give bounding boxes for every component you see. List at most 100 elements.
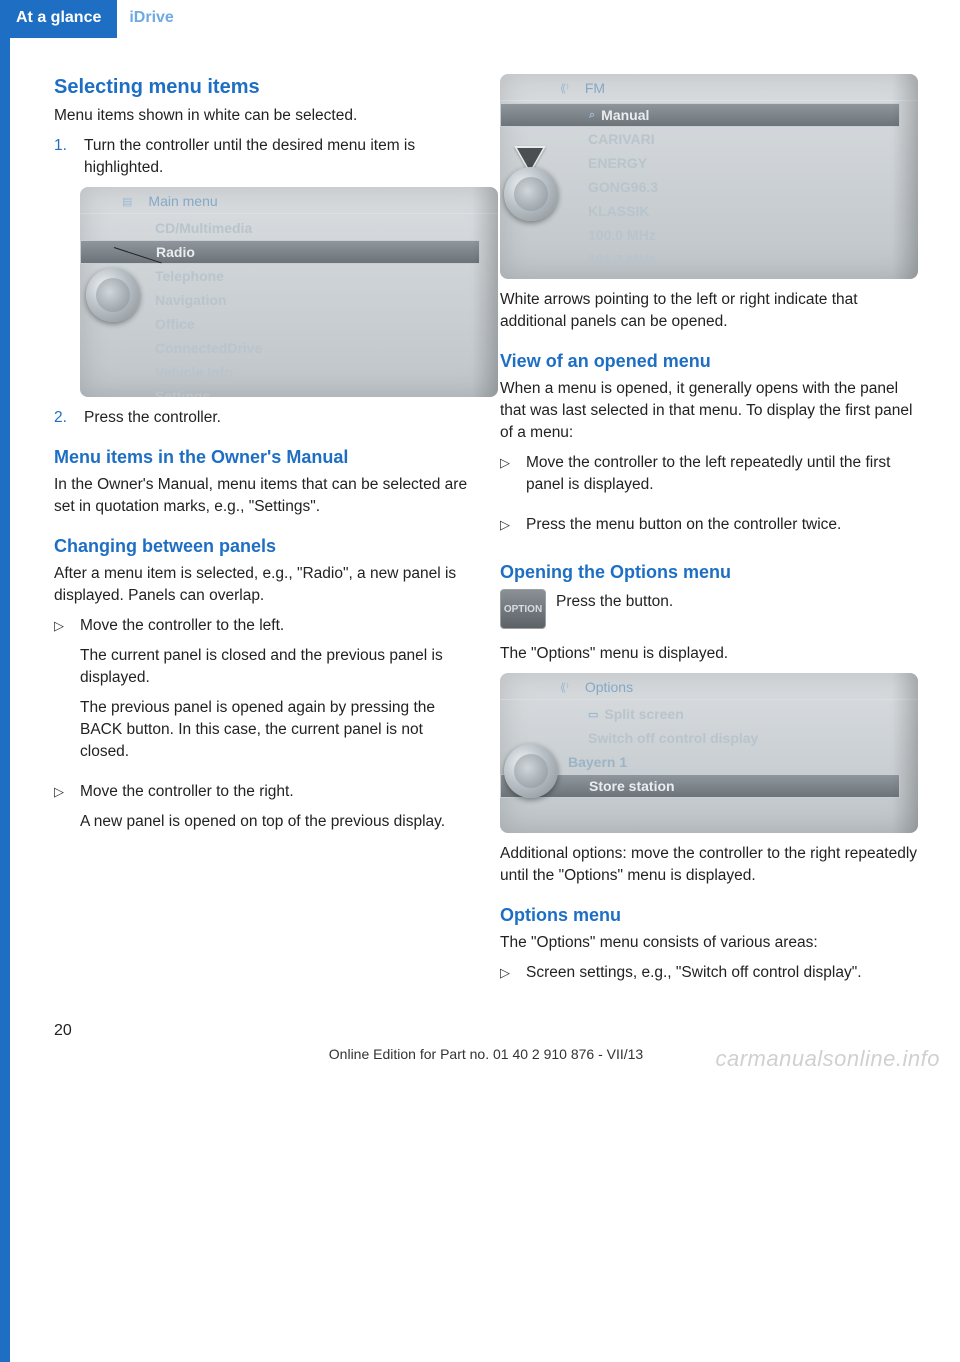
right-fade (892, 673, 918, 833)
bullet-view-2: Press the menu button on the controller … (500, 514, 918, 544)
search-icon: ⌕ (589, 109, 595, 122)
bullet-text: Press the menu button on the controller … (526, 514, 841, 536)
screen-title: ▤ Main menu (80, 187, 498, 214)
screen-row: Switch off control display (500, 726, 908, 750)
screenshot-options-panel: ⟪⁾ Options ▭ Split screen Switch off contr… (500, 673, 918, 833)
controller-knob (86, 268, 140, 322)
bullet-text: Move the controller to the right. (80, 781, 445, 803)
bullet-view-1: Move the controller to the left repeated… (500, 452, 918, 504)
screen-row: Navigation (80, 288, 488, 312)
right-fade (472, 187, 498, 397)
screen-row: Office (80, 312, 488, 336)
screen-row-label: Split screen (604, 706, 683, 722)
header-subsection: iDrive (117, 0, 189, 38)
page-number: 20 (54, 1022, 918, 1040)
screen-row: 101.3 MHz (500, 247, 908, 271)
bullets-changing-panels: Move the controller to the left. The cur… (54, 615, 472, 841)
screen-row-label: 100.0 MHz (588, 227, 656, 243)
heading-menu-items-owners-manual: Menu items in the Owner's Manual (54, 447, 472, 468)
screen-row-label: CARIVARI (588, 131, 655, 147)
splitscreen-icon: ▭ (588, 708, 598, 721)
screen-row: Store station (500, 774, 900, 798)
signal-icon: ⟪⁾ (560, 681, 569, 694)
signal-icon: ⟪⁾ (560, 82, 569, 95)
screen-row: Telephone (80, 264, 488, 288)
screen-row: 100.0 MHz (500, 223, 908, 247)
bullet-text: The previous panel is opened again by pr… (80, 697, 472, 763)
screenshot-main-menu: ▤ Main menu CD/MultimediaRadioTelephoneN… (80, 187, 498, 397)
para-changing-panels: After a menu item is selected, e.g., "Ra… (54, 563, 472, 607)
step-1: 1. Turn the controller until the desired… (54, 135, 472, 179)
screen-row: ENERGY (500, 151, 908, 175)
heading-opening-options-menu: Opening the Options menu (500, 562, 918, 583)
left-column: Selecting menu items Menu items shown in… (54, 66, 472, 1002)
controller-knob (504, 167, 558, 221)
option-button-row: OPTION Press the button. (500, 589, 918, 629)
screen-row: CARIVARI (500, 127, 908, 151)
steps-selecting: 1. Turn the controller until the desired… (54, 135, 472, 179)
option-button-icon: OPTION (500, 589, 546, 629)
screen-row-label: KLASSIK (588, 203, 649, 219)
screen-row-label: GONG96.3 (588, 179, 658, 195)
footer-edition-line: Online Edition for Part no. 01 40 2 910 … (54, 1046, 918, 1062)
screen-row: ⌕ Manual (500, 103, 900, 127)
screen-list: ⌕ Manual CARIVARI ENERGY GONG96.3 KLASSIK 100.… (500, 101, 918, 279)
bullet-text: A new panel is opened on top of the prev… (80, 811, 445, 833)
para-menu-items-owners-manual: In the Owner's Manual, menu items that c… (54, 474, 472, 518)
screen-list: CD/MultimediaRadioTelephoneNavigationOff… (80, 214, 498, 397)
bullet-text: Screen settings, e.g., "Switch off contr… (526, 962, 862, 984)
bullets-view: Move the controller to the left repeated… (500, 452, 918, 544)
screen-title-text: Options (585, 679, 633, 695)
bullet-text: Move the controller to the left. (80, 615, 472, 637)
menu-icon: ▤ (122, 195, 132, 208)
step-number: 2. (54, 407, 72, 429)
screen-row: Vehicle Info (80, 360, 488, 384)
screen-row-label: Manual (601, 107, 649, 123)
bullet-text: The current panel is closed and the prev… (80, 645, 472, 689)
screen-title: ⟪⁾ FM (500, 74, 918, 101)
screen-row-label: 101.3 MHz (588, 251, 656, 267)
screen-row: Settings (80, 384, 488, 397)
para-additional-options: Additional options: move the controller … (500, 843, 918, 887)
heading-options-menu: Options menu (500, 905, 918, 926)
bullet-move-left: Move the controller to the left. The cur… (54, 615, 472, 771)
bullets-options-menu: Screen settings, e.g., "Switch off contr… (500, 962, 918, 992)
bullet-text: Move the controller to the left repeated… (526, 452, 918, 496)
para-options-menu: The "Options" menu consists of various a… (500, 932, 918, 954)
heading-changing-panels: Changing between panels (54, 536, 472, 557)
heading-selecting-menu-items: Selecting menu items (54, 76, 472, 99)
right-fade (892, 74, 918, 279)
screen-list: ▭ Split screen Switch off control display B… (500, 700, 918, 808)
para-view-opened-menu: When a menu is opened, it generally open… (500, 378, 918, 444)
para-press-button: Press the button. (556, 591, 918, 613)
header-tab-at-a-glance: At a glance (0, 0, 117, 38)
screen-group-label: Bayern 1 (500, 750, 908, 774)
edge-stripe (0, 0, 10, 1362)
heading-view-opened-menu: View of an opened menu (500, 351, 918, 372)
screen-row-label: Switch off control display (588, 730, 758, 746)
para-selecting-intro: Menu items shown in white can be selecte… (54, 105, 472, 127)
screen-row: GONG96.3 (500, 175, 908, 199)
screen-title: ⟪⁾ Options (500, 673, 918, 700)
screen-row: ▭ Split screen (500, 702, 908, 726)
screen-row-label: ENERGY (588, 155, 647, 171)
screen-row: Radio (80, 240, 480, 264)
screenshot-fm-panel: ⟪⁾ FM ⌕ Manual CARIVARI ENERGY GONG96.3 KLASS… (500, 74, 918, 279)
screen-row: ConnectedDrive (80, 336, 488, 360)
steps-selecting-2: 2. Press the controller. (54, 407, 472, 429)
screen-title-text: FM (585, 80, 605, 96)
bullet-screen-settings: Screen settings, e.g., "Switch off contr… (500, 962, 918, 992)
page-body: Selecting menu items Menu items shown in… (0, 38, 960, 1022)
right-column: ⟪⁾ FM ⌕ Manual CARIVARI ENERGY GONG96.3 KLASS… (500, 66, 918, 1002)
para-white-arrows: White arrows pointing to the left or rig… (500, 289, 918, 333)
step-2: 2. Press the controller. (54, 407, 472, 429)
header-bar: At a glance iDrive (0, 0, 960, 38)
para-options-displayed: The "Options" menu is displayed. (500, 643, 918, 665)
step-number: 1. (54, 135, 72, 179)
step-text: Turn the controller until the desired me… (84, 135, 472, 179)
screen-row: CD/Multimedia (80, 216, 488, 240)
step-text: Press the controller. (84, 407, 221, 429)
bullet-move-right: Move the controller to the right. A new … (54, 781, 472, 841)
screen-row: KLASSIK (500, 199, 908, 223)
screen-title-text: Main menu (148, 193, 217, 209)
